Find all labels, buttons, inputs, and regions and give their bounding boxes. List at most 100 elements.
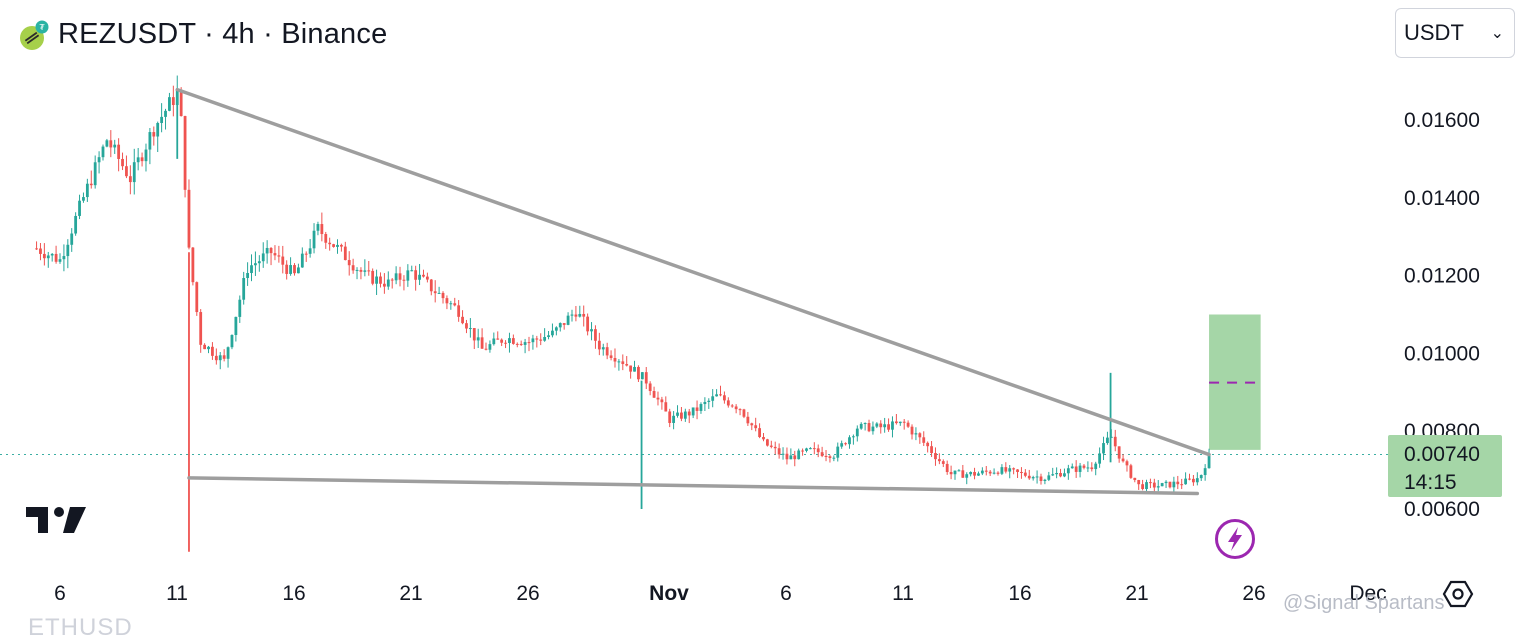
candle-body	[527, 342, 531, 344]
candle-body	[500, 339, 504, 343]
candle-body	[269, 247, 273, 254]
candle-body	[367, 270, 371, 272]
candle-body	[304, 253, 308, 255]
candle-body	[74, 215, 78, 234]
candle-body	[195, 282, 199, 313]
trendlines-group[interactable]	[175, 87, 1211, 496]
candle-body	[277, 255, 281, 257]
candle-body	[1192, 478, 1195, 483]
candle-body	[179, 89, 183, 117]
candle-body	[230, 335, 234, 348]
candle-body	[695, 407, 699, 411]
candle-body	[547, 335, 550, 338]
trendline-descending-resistance[interactable]	[175, 87, 1211, 457]
candle-body	[859, 423, 863, 429]
candle-body	[97, 157, 101, 163]
candle-body	[945, 463, 949, 473]
candle-body	[812, 448, 816, 450]
candle-body	[414, 270, 418, 280]
candle-body	[957, 470, 961, 472]
candle-body	[1027, 475, 1031, 479]
candle-body	[492, 338, 496, 345]
candle-body	[988, 471, 992, 474]
candle-body	[965, 474, 969, 478]
candle-body	[465, 323, 468, 329]
candle-body	[191, 247, 195, 283]
time-axis-label: 26	[1242, 582, 1265, 605]
candle-body	[58, 259, 62, 262]
candle-body	[848, 437, 851, 445]
candle-body	[171, 97, 175, 106]
candle-body	[164, 110, 167, 117]
candle-body	[93, 162, 97, 186]
candle-body	[39, 248, 42, 254]
candle-body	[504, 342, 507, 344]
candle-body	[160, 116, 164, 123]
lightning-bolt-icon[interactable]	[1214, 518, 1256, 560]
candle-body	[891, 421, 894, 430]
candle-body	[121, 158, 124, 167]
candle-body	[113, 144, 117, 148]
next-chart-title-cutoff: ETHUSD	[28, 614, 133, 641]
candle-body	[820, 452, 824, 456]
candle-body	[746, 416, 750, 424]
candle-body	[953, 470, 957, 475]
candle-body	[914, 433, 918, 435]
candle-body	[1149, 482, 1152, 484]
candle-body	[703, 401, 707, 405]
candle-body	[1102, 443, 1105, 454]
candle-body	[406, 270, 410, 281]
candle-body	[50, 253, 54, 256]
candle-body	[922, 437, 926, 443]
candle-body	[144, 149, 148, 162]
candle-body	[723, 395, 726, 401]
candle-body	[840, 443, 844, 447]
time-axis[interactable]: 6 11 16 21 26 Nov 6 11 16 21 26 Dec	[54, 582, 1387, 605]
currency-select[interactable]: USDT ⌄	[1395, 8, 1515, 58]
settings-hexagon-icon[interactable]	[1442, 578, 1474, 610]
candle-body	[70, 233, 74, 245]
candle-body	[879, 423, 883, 428]
candle-body	[574, 314, 578, 317]
candle-body	[586, 316, 590, 332]
candle-body	[363, 270, 367, 272]
candle-body	[1000, 467, 1004, 474]
candle-body	[359, 269, 363, 272]
candle-body	[902, 421, 906, 423]
candle-body	[425, 276, 429, 280]
candle-body	[1031, 477, 1035, 479]
candle-body	[207, 346, 210, 350]
time-axis-label: 6	[54, 582, 66, 605]
candle-body	[816, 448, 820, 453]
candle-body	[730, 405, 734, 407]
candle-body	[613, 357, 617, 362]
candle-body	[648, 383, 652, 392]
candle-body	[609, 355, 613, 358]
candle-body	[977, 473, 980, 476]
candle-body	[453, 303, 457, 306]
candle-body	[488, 344, 492, 350]
candle-body	[523, 342, 527, 345]
candle-body	[433, 291, 437, 294]
candle-body	[554, 327, 558, 331]
candle-body	[1121, 458, 1125, 462]
candle-body	[766, 439, 769, 446]
candle-body	[1156, 486, 1160, 488]
tradingview-logo[interactable]	[26, 503, 90, 537]
candle-body	[719, 394, 722, 396]
candle-body	[109, 140, 113, 148]
trendline-horizontal-support[interactable]	[187, 476, 1200, 496]
candle-body	[254, 263, 257, 266]
time-axis-label: Dec	[1349, 582, 1386, 605]
candle-body	[762, 437, 765, 440]
candle-body	[1195, 478, 1199, 483]
candle-body	[617, 361, 621, 363]
candle-body	[429, 279, 433, 292]
candle-body	[906, 422, 910, 427]
time-axis-label: 11	[892, 582, 914, 605]
candle-body	[742, 409, 746, 417]
candle-body	[562, 323, 566, 325]
candle-body	[934, 453, 937, 460]
candle-body	[851, 436, 855, 438]
